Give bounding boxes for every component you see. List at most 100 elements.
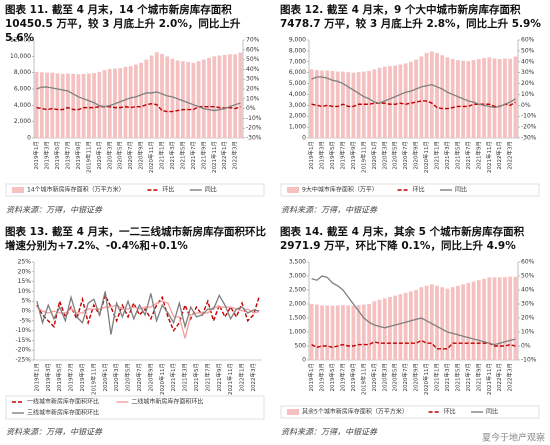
bar — [86, 73, 91, 138]
bar — [461, 284, 466, 360]
y2-tick-label: 0% — [521, 343, 531, 350]
x-tick-label: 2019年3月 — [318, 141, 326, 170]
bar — [165, 56, 170, 139]
y2-tick-label: 50% — [521, 273, 535, 280]
x-tick-label: 2021年7月 — [203, 363, 211, 392]
bar — [466, 61, 471, 138]
legend-box — [280, 405, 540, 419]
x-tick-label: 2021年11月 — [226, 363, 234, 395]
bar — [492, 58, 497, 139]
bar — [372, 69, 377, 138]
y2-tick-label: 10% — [521, 91, 535, 98]
x-tick-label: 2019年1月 — [307, 141, 315, 170]
bar — [170, 58, 175, 138]
y-tick-label: -10% — [15, 327, 31, 334]
y-tick-label: 20% — [18, 268, 32, 275]
legend-label: 同比 — [205, 186, 217, 194]
x-tick-label: 2021年9月 — [215, 363, 223, 392]
y2-tick-label: 40% — [521, 58, 535, 65]
bar — [144, 59, 149, 138]
bar — [186, 62, 191, 138]
bar — [398, 64, 403, 138]
y-tick-label: 2,500 — [289, 287, 306, 294]
x-tick-label: 2019年5月 — [328, 363, 336, 392]
bar — [393, 295, 398, 360]
legend-label: 二线城市新房库存面积环比 — [131, 398, 203, 406]
source-note: 资料来源：万得，中银证券 — [281, 206, 378, 215]
line-series — [311, 76, 516, 109]
bar — [325, 305, 330, 360]
bar — [487, 57, 492, 138]
bar — [39, 72, 44, 138]
bar — [372, 301, 377, 360]
bar — [320, 305, 324, 360]
x-tick-label: 2021年1月 — [169, 363, 177, 392]
x-tick-label: 2019年9月 — [74, 141, 82, 170]
bar — [482, 57, 486, 138]
bar — [403, 63, 408, 138]
x-tick-label: 2020年7月 — [135, 363, 143, 392]
bar — [508, 276, 513, 360]
x-tick-label: 2020年11月 — [158, 363, 166, 395]
y-tick-label: 0% — [21, 308, 31, 315]
x-tick-label: 2021年1月 — [433, 363, 441, 392]
y-tick-label: 3,500 — [289, 259, 306, 266]
line-series — [36, 300, 260, 339]
bar — [346, 72, 351, 138]
y2-tick-label: -10% — [246, 115, 262, 122]
x-tick-label: 2020年9月 — [412, 141, 420, 170]
legend-swatch — [287, 187, 299, 193]
bar — [471, 281, 476, 360]
x-tick-label: 2021年1月 — [158, 141, 166, 170]
chart-title: 图表 11. 截至 4 月末，14 个城市新房库存面积 10450.5 万平，较… — [5, 4, 241, 44]
x-tick-label: 2019年1月 — [307, 363, 315, 392]
x-tick-label: 2021年11月 — [485, 141, 493, 173]
x-tick-label: 2020年3月 — [380, 141, 388, 170]
y-tick-label: -20% — [15, 347, 31, 354]
x-tick-label: 2021年3月 — [181, 363, 189, 392]
x-tick-label: 2022年3月 — [506, 363, 514, 392]
bar — [508, 58, 513, 138]
y-tick-label: 8,000 — [289, 47, 306, 54]
x-tick-label: 2021年11月 — [210, 141, 218, 173]
x-tick-label: 2020年7月 — [126, 141, 134, 170]
y-tick-label: 3,000 — [289, 273, 306, 280]
legend-label: 三线城市新房库存面积环比 — [27, 409, 99, 417]
bar — [76, 74, 81, 138]
legend-swatch — [287, 409, 299, 415]
bar — [60, 73, 65, 138]
bar — [66, 73, 70, 138]
bar — [409, 61, 413, 138]
x-tick-label: 2020年3月 — [112, 363, 120, 392]
legend-label: 同比 — [455, 186, 467, 194]
bar — [456, 60, 460, 139]
legend-label: 其余5个城市新房库存面积（万平方米） — [302, 408, 408, 416]
x-tick-label: 2019年3月 — [318, 363, 326, 392]
legend-swatch — [12, 187, 24, 193]
bar — [181, 61, 185, 138]
bar — [492, 277, 497, 360]
bar — [456, 285, 460, 360]
bar — [367, 304, 371, 360]
y-tick-label: 2,000 — [289, 301, 306, 308]
bar — [351, 305, 356, 360]
x-tick-label: 2019年1月 — [32, 363, 40, 392]
y-tick-label: 1,000 — [289, 329, 306, 336]
x-tick-label: 2020年1月 — [370, 363, 378, 392]
bar — [92, 73, 96, 138]
bar — [149, 55, 154, 139]
y-tick-label: -15% — [15, 337, 31, 344]
bar — [325, 70, 330, 138]
bar — [424, 53, 429, 138]
x-tick-label: 2019年7月 — [338, 363, 346, 392]
bar — [81, 73, 86, 138]
bar — [429, 284, 434, 360]
x-tick-label: 2019年9月 — [349, 363, 357, 392]
bar — [34, 71, 39, 138]
bar — [134, 64, 138, 138]
legend-label: 14个城市新房库存面积（万平方米） — [27, 186, 125, 194]
y-tick-label: 4,000 — [14, 102, 31, 109]
y-tick-label: 0 — [302, 135, 306, 142]
y2-tick-label: 50% — [246, 56, 260, 63]
bar — [123, 66, 128, 138]
